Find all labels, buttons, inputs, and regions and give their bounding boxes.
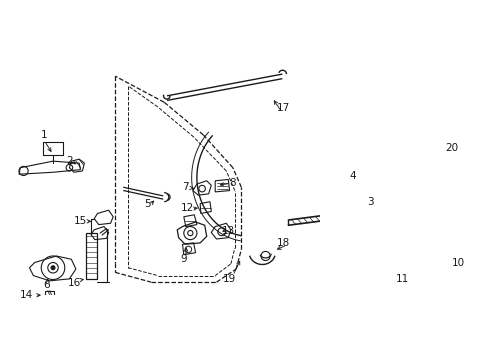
Text: 17: 17 <box>276 103 289 113</box>
Text: 3: 3 <box>366 197 373 207</box>
Text: 9: 9 <box>180 254 187 264</box>
Text: 15: 15 <box>74 216 87 226</box>
Text: 2: 2 <box>66 156 73 166</box>
Text: 4: 4 <box>348 171 355 181</box>
Text: 12: 12 <box>181 203 194 213</box>
Text: 19: 19 <box>223 274 236 284</box>
Text: 18: 18 <box>277 238 290 248</box>
Circle shape <box>421 237 426 242</box>
Text: 7: 7 <box>182 182 189 192</box>
Text: 1: 1 <box>41 130 48 140</box>
Text: 16: 16 <box>67 278 81 288</box>
Text: 6: 6 <box>43 280 50 291</box>
Text: 20: 20 <box>445 143 458 153</box>
Circle shape <box>51 266 55 270</box>
Text: 13: 13 <box>221 226 234 236</box>
Text: 11: 11 <box>395 274 408 284</box>
Text: 5: 5 <box>144 199 151 209</box>
Text: 8: 8 <box>229 178 236 188</box>
Text: 14: 14 <box>20 290 33 300</box>
Text: 10: 10 <box>451 257 464 267</box>
